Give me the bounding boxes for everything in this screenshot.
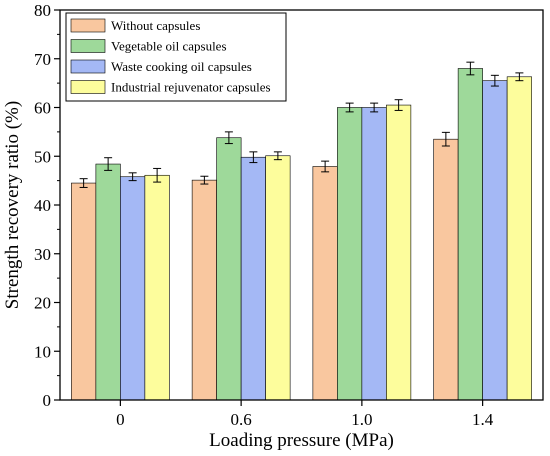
legend-label: Industrial rejuvenator capsules	[111, 80, 271, 95]
bar	[433, 138, 459, 401]
bar	[457, 68, 483, 401]
y-tick-label: 30	[34, 245, 51, 264]
legend-label: Without capsules	[111, 18, 200, 33]
legend-swatch	[70, 39, 106, 53]
bars-layer	[71, 61, 532, 401]
bar	[506, 76, 532, 401]
bar	[312, 166, 338, 401]
y-tick-label: 20	[34, 294, 51, 313]
bar	[361, 107, 387, 401]
y-tick-label: 80	[34, 1, 51, 20]
bar	[216, 137, 242, 401]
ticks-layer: 0 10 20 30 40 50 60 70 80 0 0.6 1.0 1.4	[34, 1, 494, 429]
bar	[191, 179, 217, 401]
legend-swatch	[70, 80, 106, 94]
bar	[144, 174, 170, 401]
x-tick-label: 0	[116, 410, 125, 429]
legend-label: Waste cooking oil capsules	[111, 59, 252, 74]
y-tick-label: 10	[34, 342, 51, 361]
y-tick-label: 40	[34, 196, 51, 215]
bar	[482, 80, 508, 401]
y-tick-label: 60	[34, 99, 51, 118]
bar	[71, 182, 97, 401]
bar	[240, 156, 266, 401]
bar	[95, 163, 121, 401]
x-tick-label: 1.0	[351, 410, 372, 429]
bar	[386, 104, 412, 401]
y-tick-label: 50	[34, 147, 51, 166]
legend-label: Vegetable oil capsules	[111, 39, 227, 54]
legend-swatch	[70, 59, 106, 74]
x-tick-label: 1.4	[472, 410, 494, 429]
bar	[120, 176, 146, 401]
bar	[337, 107, 363, 401]
legend-swatch	[70, 18, 106, 33]
y-tick-label: 70	[34, 50, 51, 69]
y-axis-title: Strength recovery ratio (%)	[2, 101, 23, 309]
x-tick-label: 0.6	[231, 410, 252, 429]
bar	[265, 155, 291, 401]
legend: Without capsules Vegetable oil capsules Wa…	[65, 12, 287, 102]
x-axis-title: Loading pressure (MPa)	[209, 430, 394, 451]
y-tick-label: 0	[43, 391, 52, 410]
